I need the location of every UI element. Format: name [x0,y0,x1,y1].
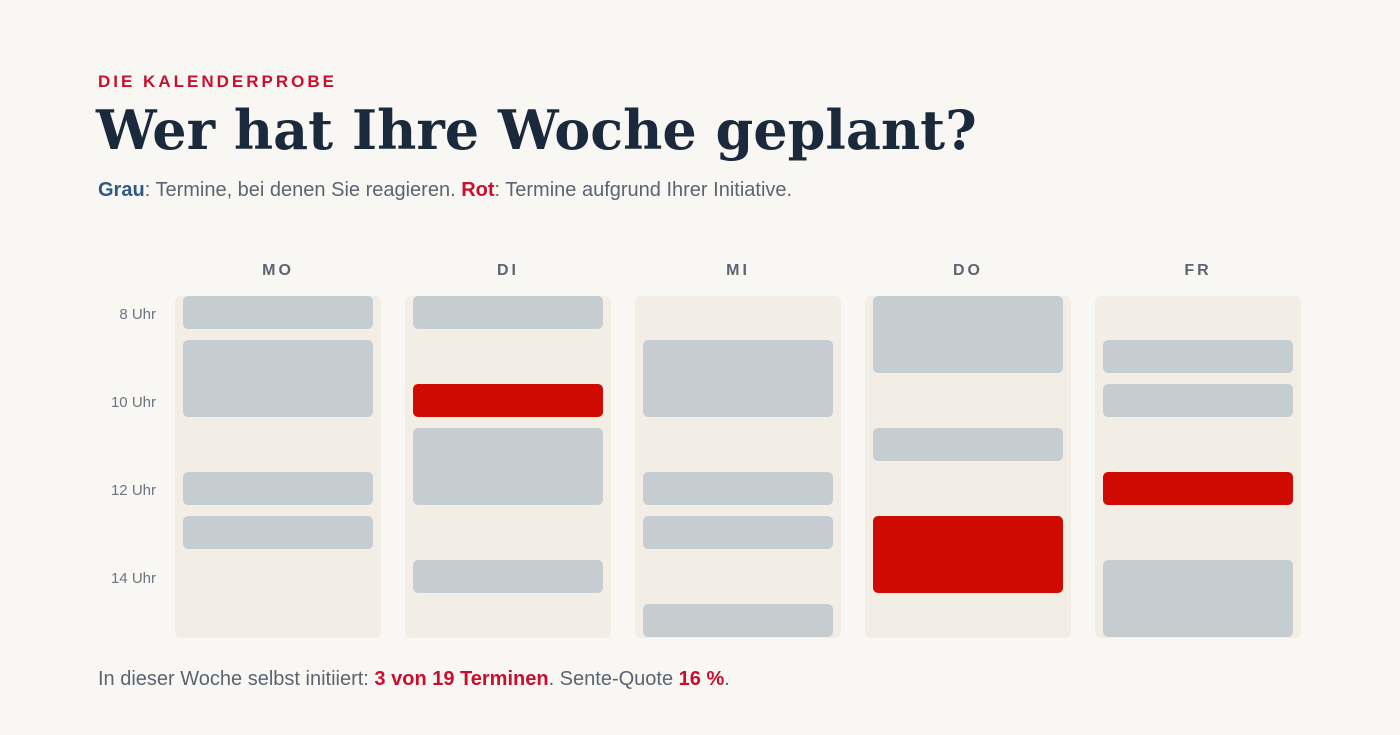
day-column-di [405,296,611,638]
day-column-mi [635,296,841,638]
day-column-mo [175,296,381,638]
legend-grau-text: : Termine, bei denen Sie reagieren. [144,179,462,201]
summary-suffix: . [724,668,730,690]
calendar-event-rot[interactable] [873,516,1063,593]
legend-subtitle: Grau: Termine, bei denen Sie reagieren. … [98,179,792,202]
summary-footer: In dieser Woche selbst initiiert: 3 von … [98,668,730,691]
legend-rot-label: Rot [461,179,495,201]
day-column-fr [1095,296,1301,638]
calendar-event-grau[interactable] [413,560,603,593]
page-title: Wer hat Ihre Woche geplant? [96,98,977,162]
calendar-event-grau[interactable] [643,472,833,505]
calendar-event-grau[interactable] [873,296,1063,373]
day-header-mo: MO [262,262,294,279]
calendar-event-grau[interactable] [1103,384,1293,417]
calendar-event-grau[interactable] [643,604,833,637]
day-header-do: DO [953,262,983,279]
time-label-14: 14 Uhr [110,570,156,587]
time-label-8: 8 Uhr [119,306,156,323]
calendar-event-rot[interactable] [413,384,603,417]
day-column-do [865,296,1071,638]
eyebrow-label: DIE KALENDERPROBE [98,72,337,91]
calendar-event-grau[interactable] [1103,560,1293,637]
calendar-event-grau[interactable] [183,340,373,417]
summary-count: 3 von 19 Terminen [374,668,549,690]
summary-middle: . Sente-Quote [548,668,679,690]
summary-prefix: In dieser Woche selbst initiiert: [98,668,375,690]
day-header-di: DI [497,262,519,279]
calendar-event-grau[interactable] [643,516,833,549]
day-header-mi: MI [726,262,750,279]
legend-rot-text: : Termine aufgrund Ihrer Initiative. [494,179,793,201]
time-label-12: 12 Uhr [110,482,156,499]
calendar-event-grau[interactable] [873,428,1063,461]
calendar-event-grau[interactable] [413,296,603,329]
calendar-event-grau[interactable] [183,472,373,505]
calendar-event-grau[interactable] [183,296,373,329]
legend-grau-label: Grau [98,179,145,201]
calendar-event-grau[interactable] [643,340,833,417]
calendar-event-rot[interactable] [1103,472,1293,505]
calendar-event-grau[interactable] [1103,340,1293,373]
summary-quote: 16 % [678,668,725,690]
day-header-fr: FR [1184,262,1212,279]
calendar-event-grau[interactable] [413,428,603,505]
time-label-10: 10 Uhr [110,394,156,411]
calendar-event-grau[interactable] [183,516,373,549]
